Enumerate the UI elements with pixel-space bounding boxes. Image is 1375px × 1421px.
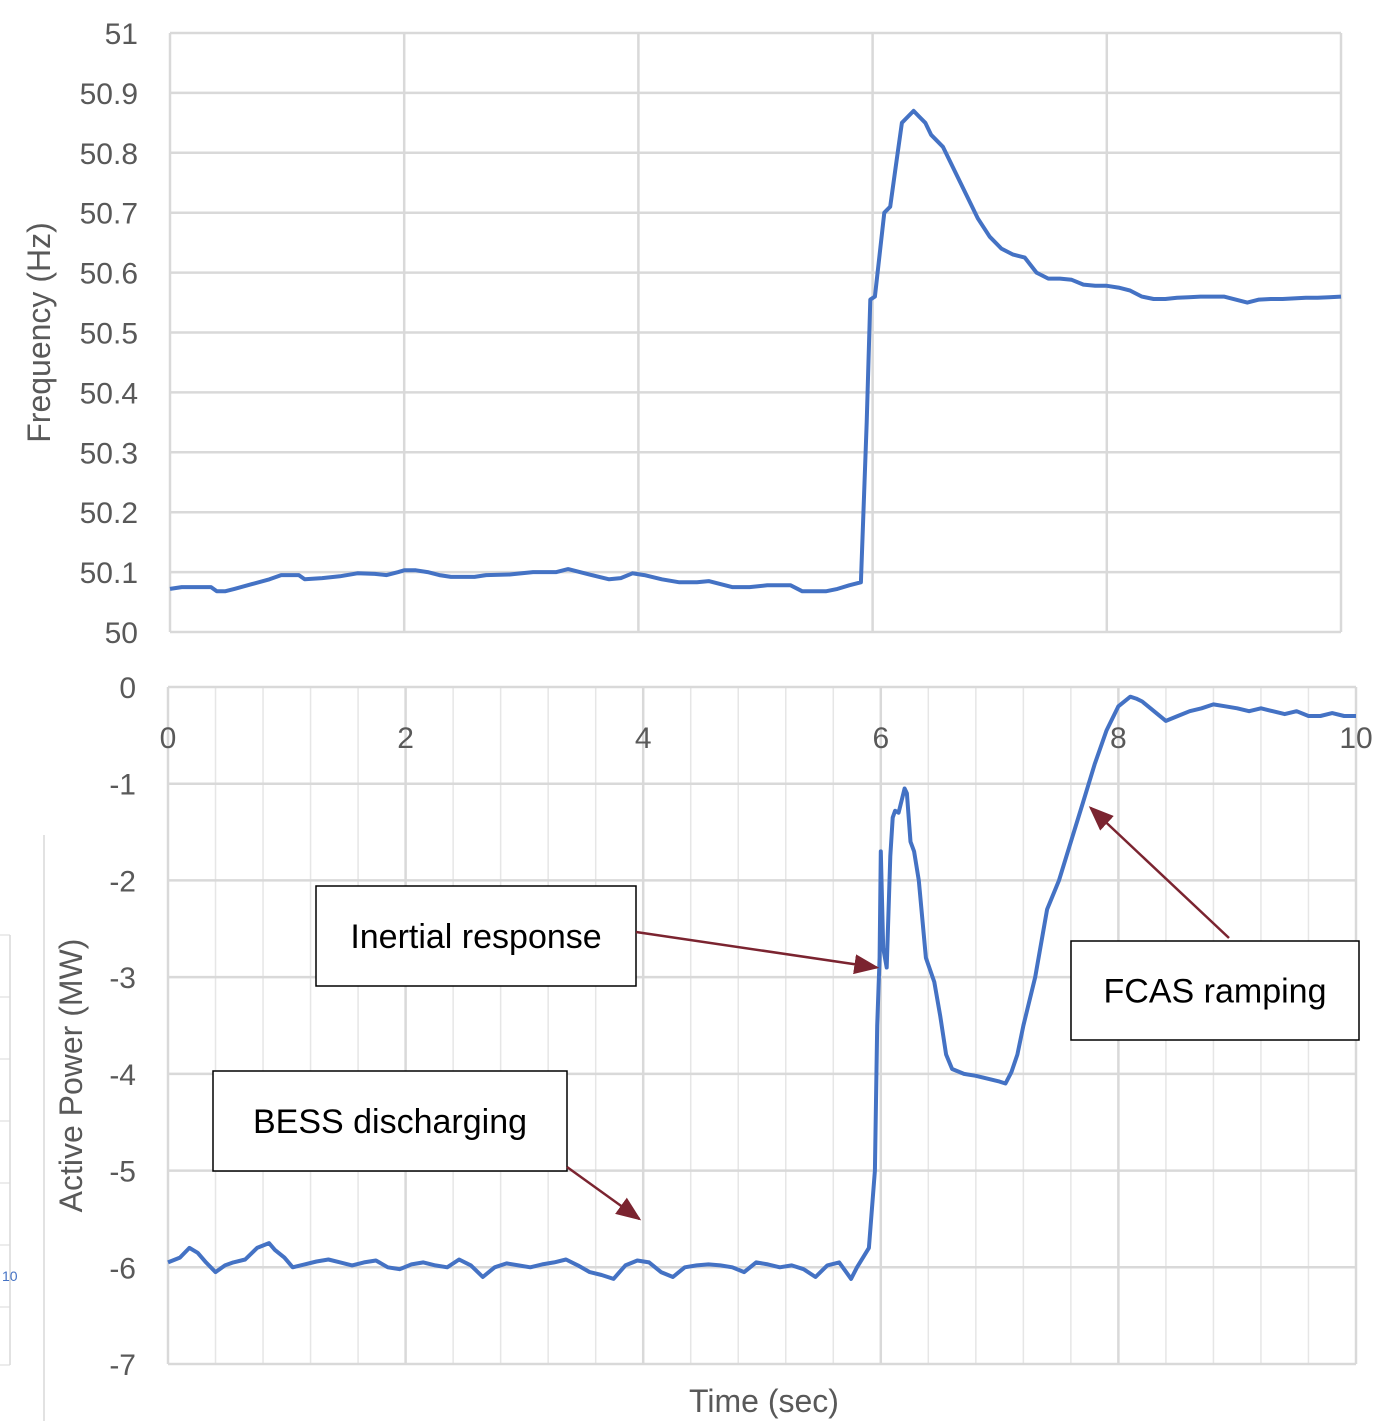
- power-x-tick-label: 0: [160, 722, 177, 755]
- frequency-plot: 50 50.1 50.2 50.3 50.4 50.5 50.6 50.7 50.8 50.9 51…: [21, 18, 1341, 650]
- freq-y-tick-label: 50.1: [80, 557, 138, 590]
- power-x-tick-label: 6: [872, 722, 889, 755]
- annotation-arrow: [1091, 808, 1229, 938]
- power-x-tick-label: 8: [1110, 722, 1127, 755]
- freq-y-tick-label: 50.2: [80, 497, 138, 530]
- annotation-label: FCAS ramping: [1104, 973, 1327, 1011]
- freq-y-tick-label: 50.5: [80, 318, 138, 351]
- freq-y-tick-label: 50.7: [80, 198, 138, 231]
- power-y-tick-label: -2: [109, 865, 136, 898]
- power-x-axis-title: Time (sec): [689, 1383, 839, 1419]
- freq-y-tick-label: 51: [105, 18, 138, 51]
- freq-y-tick-label: 50.8: [80, 138, 138, 171]
- annotation-arrow: [636, 932, 877, 967]
- freq-y-tick-label: 50.3: [80, 437, 138, 470]
- power-y-tick-label: -3: [109, 962, 136, 995]
- power-plot: 0 -1 -2 -3 -4 -5 -6 -7 0 2 4 6 8 10 Active Power (MW) T…: [53, 672, 1373, 1419]
- freq-y-tick-label: 50: [105, 617, 138, 650]
- annotation-label: BESS discharging: [253, 1103, 527, 1141]
- freq-y-axis-title: Frequency (Hz): [21, 222, 57, 443]
- power-y-tick-label: -6: [109, 1252, 136, 1285]
- power-y-tick-label: -7: [109, 1349, 136, 1382]
- power-y-axis-title: Active Power (MW): [53, 939, 89, 1213]
- freq-y-tick-label: 50.9: [80, 78, 138, 111]
- fragment-tick-label: 10: [2, 1268, 18, 1284]
- freq-y-tick-label: 50.4: [80, 377, 138, 410]
- power-x-tick-label: 2: [397, 722, 414, 755]
- power-y-tick-label: -5: [109, 1156, 136, 1189]
- annotation-arrow: [567, 1167, 639, 1219]
- frequency-series-line: [170, 111, 1341, 591]
- power-y-tick-label: -1: [109, 769, 136, 802]
- power-x-tick-label: 4: [635, 722, 652, 755]
- annotation-label: Inertial response: [350, 918, 601, 956]
- power-y-tick-label: -4: [109, 1059, 136, 1092]
- power-y-tick-label: 0: [119, 672, 136, 705]
- freq-y-tick-label: 50.6: [80, 258, 138, 291]
- left-fragment: 10: [0, 835, 44, 1421]
- power-x-tick-label: 10: [1339, 722, 1372, 755]
